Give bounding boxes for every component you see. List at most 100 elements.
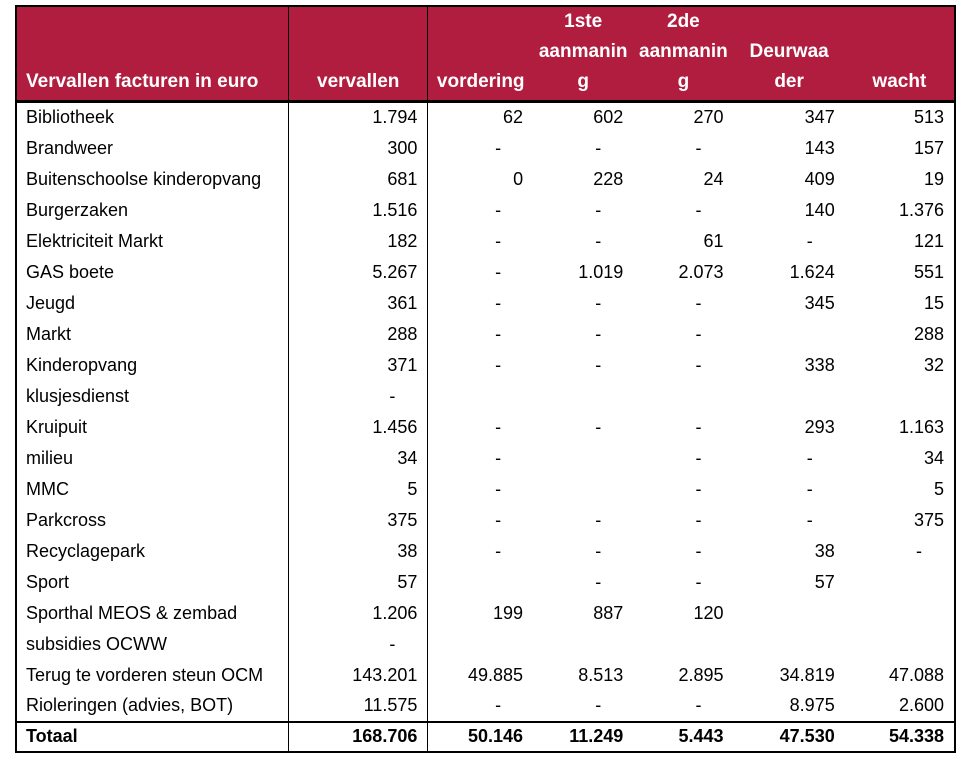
cell-value: 8.975	[789, 695, 835, 715]
table-row: Burgerzaken 1.516 - - - 140 1.376	[16, 194, 955, 226]
cell-value: 375	[288, 504, 429, 536]
cell-value: 5.443	[633, 720, 734, 752]
cell-value: 288	[913, 323, 944, 344]
table-title: Vervallen facturen in euro	[16, 6, 290, 103]
cell-value: 121	[913, 230, 944, 251]
cell-value: -	[916, 540, 922, 561]
cell-value: -	[695, 137, 702, 158]
cell-value: -	[806, 230, 813, 251]
table-row: Jeugd 361 - - - 345 15	[16, 287, 955, 319]
cell-value: 34.819	[779, 664, 835, 685]
cell-value	[733, 598, 844, 629]
cell-value	[533, 381, 633, 412]
row-label: Jeugd	[16, 287, 290, 319]
cell-value: -	[695, 571, 702, 592]
cell-value: 32	[923, 354, 944, 375]
cell-value: -	[495, 695, 502, 715]
cell-value: 2.895	[678, 664, 724, 685]
cell-value: 120	[693, 602, 724, 623]
table-row: Rioleringen (advies, BOT) 11.575 - - - 8.975 2…	[16, 690, 955, 722]
row-label: Elektriciteit Markt	[16, 225, 290, 257]
table-row: MMC 5- - -5	[16, 473, 955, 505]
row-label: Buitenschoolse kinderopvang	[16, 163, 290, 195]
column-header-vervallen: vervallen	[288, 6, 429, 103]
cell-value: -	[695, 292, 702, 313]
cell-value: -	[806, 509, 813, 530]
cell-value: 0	[513, 168, 524, 189]
vervallen-facturen-table: Vervallen facturen in euro vervallen vor…	[15, 5, 956, 753]
row-label: milieu	[16, 442, 290, 474]
table-row: Sport 57- -57	[16, 566, 955, 598]
cell-value: -	[595, 540, 602, 561]
cell-value: 513	[913, 107, 944, 128]
column-header-1ste-aanmaning: 1ste aanmanin g	[533, 6, 634, 103]
cell-value: 1.794	[288, 101, 429, 133]
cell-value: 1.206	[288, 597, 429, 629]
cell-value: 551	[913, 261, 944, 282]
cell-value: 24	[703, 168, 724, 189]
table-row: GAS boete 5.267 - 1.019 2.073 1.624 551	[16, 256, 955, 288]
cell-value: -	[695, 478, 702, 499]
cell-value: 1.456	[288, 411, 429, 443]
cell-value: 34	[923, 447, 944, 468]
cell-value: 62	[503, 107, 524, 128]
table-row: Terug te vorderen steun OCM 143.201 49.885…	[16, 659, 955, 691]
cell-value: 8.513	[578, 664, 624, 685]
cell-value	[733, 319, 844, 350]
cell-value: 34	[288, 442, 429, 474]
cell-value: -	[595, 416, 602, 437]
cell-value: 2.600	[898, 695, 944, 715]
row-label: Rioleringen (advies, BOT)	[16, 690, 290, 722]
cell-value: 5	[288, 473, 429, 505]
cell-value: -	[695, 540, 702, 561]
row-label: GAS boete	[16, 256, 290, 288]
cell-value: 11.575	[288, 690, 429, 722]
cell-value: -	[495, 478, 502, 499]
cell-value: 409	[804, 168, 835, 189]
table-row: Kinderopvang 371 - - - 338 32	[16, 349, 955, 381]
table-row: Buitenschoolse kinderopvang 681 0 228 24 409 1…	[16, 163, 955, 195]
cell-value: 1.516	[288, 194, 429, 226]
table-body: Bibliotheek 1.794 62 602 270 347 513 Brandweer 3…	[16, 101, 955, 752]
cell-value	[428, 567, 533, 598]
table-header: Vervallen facturen in euro vervallen vor…	[16, 6, 955, 103]
table-row: Kruipuit 1.456 - - - 293 1.163	[16, 411, 955, 443]
cell-value: -	[495, 416, 502, 437]
cell-value: -	[595, 323, 602, 344]
cell-value: 199	[493, 602, 524, 623]
cell-value: 57	[288, 566, 429, 598]
cell-value	[428, 629, 533, 660]
table-row: Bibliotheek 1.794 62 602 270 347 513	[16, 101, 955, 133]
cell-value: 182	[288, 225, 429, 257]
cell-value: -	[288, 628, 429, 660]
cell-value: 61	[703, 230, 724, 251]
cell-value: -	[695, 416, 702, 437]
cell-value: 157	[913, 137, 944, 158]
cell-value: 887	[593, 602, 624, 623]
cell-value: 270	[693, 107, 724, 128]
cell-value: -	[495, 540, 502, 561]
row-label: MMC	[16, 473, 290, 505]
row-label: Burgerzaken	[16, 194, 290, 226]
row-label: Totaal	[16, 720, 290, 752]
table-row: klusjesdienst -	[16, 380, 955, 412]
cell-value: 19	[923, 168, 944, 189]
cell-value: -	[595, 292, 602, 313]
row-label: Markt	[16, 318, 290, 350]
cell-value: -	[806, 478, 813, 499]
cell-value: 140	[804, 199, 835, 220]
cell-value: -	[695, 509, 702, 530]
cell-value: 375	[913, 509, 944, 530]
cell-value: -	[695, 695, 702, 715]
cell-value	[845, 381, 955, 412]
cell-value: 1.019	[578, 261, 624, 282]
cell-value: -	[695, 323, 702, 344]
total-row: Totaal 168.706 50.146 11.249 5.443 47.530 54.3…	[16, 720, 955, 752]
cell-value: 345	[804, 292, 835, 313]
cell-value: 338	[804, 354, 835, 375]
cell-value: -	[595, 230, 602, 251]
cell-value: -	[595, 199, 602, 220]
cell-value	[845, 567, 955, 598]
cell-value: -	[495, 199, 502, 220]
table-row: Recyclagepark 38- - -38-	[16, 535, 955, 567]
